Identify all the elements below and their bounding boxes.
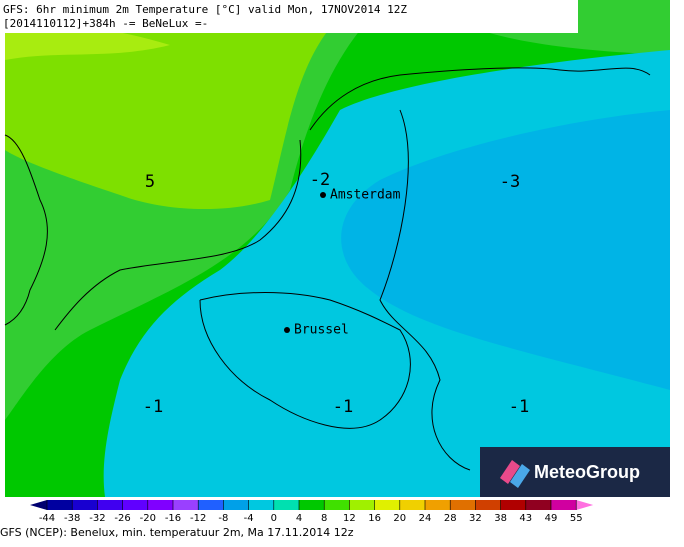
- logo-icon: [510, 464, 530, 488]
- colder-zone: [341, 110, 670, 390]
- colorbar-segment: [47, 500, 73, 510]
- colorbar-end: [576, 500, 594, 510]
- colorbar-tick-label: -16: [165, 513, 181, 524]
- colorbar-segment: [248, 500, 275, 510]
- colorbar-tick-label: 38: [494, 513, 507, 524]
- colorbar-segment: [349, 500, 376, 510]
- contour-label: -1: [143, 397, 163, 417]
- colorbar-tick-label: 20: [393, 513, 406, 524]
- colorbar-tick-label: -12: [190, 513, 206, 524]
- colorbar-tick-label: 43: [519, 513, 532, 524]
- colorbar-tick-label: 4: [296, 513, 302, 524]
- colorbar-tick-label: 8: [321, 513, 327, 524]
- colorbar-segment: [399, 500, 426, 510]
- colorbar-segment: [147, 500, 174, 510]
- colorbar-segment: [223, 500, 250, 510]
- colorbar-tick-label: 32: [469, 513, 482, 524]
- colorbar-segment: [551, 500, 577, 510]
- city-dot: [284, 327, 290, 333]
- contour-label: -1: [333, 397, 353, 417]
- colorbar-segment: [425, 500, 451, 510]
- contour-label: 5: [145, 172, 155, 192]
- colorbar-segment: [475, 500, 502, 510]
- colorbar-segment: [122, 500, 149, 510]
- colorbar-tick-label: 55: [570, 513, 583, 524]
- colorbar-segment: [500, 500, 527, 510]
- colorbar-end: [30, 500, 47, 510]
- contour-label: -3: [500, 172, 520, 192]
- colorbar-tick-label: 24: [419, 513, 432, 524]
- city-label: Brussel: [294, 323, 349, 338]
- colorbar-tick-label: -38: [64, 513, 80, 524]
- colorbar-segment: [198, 500, 224, 510]
- colorbar-tick-label: -32: [89, 513, 105, 524]
- colorbar-tick-label: 0: [271, 513, 277, 524]
- colorbar-tick-label: 49: [545, 513, 558, 524]
- colorbar-segment: [173, 500, 199, 510]
- colorbar-segment: [324, 500, 350, 510]
- city-dot: [320, 192, 326, 198]
- coastlines: [4, 67, 651, 471]
- colorbar-tick-label: -8: [218, 513, 228, 524]
- colorbar-segment: [525, 500, 552, 510]
- logo-text: MeteoGroup: [534, 462, 640, 482]
- colorbar-tick-label: -44: [39, 513, 55, 524]
- header-line: [2014110112]+384h -= BeNeLux =-: [3, 17, 208, 30]
- colorbar-segment: [450, 500, 476, 510]
- colorbar-segment: [72, 500, 98, 510]
- colorbar-tick-label: 12: [343, 513, 356, 524]
- colorbar-tick-label: -26: [114, 513, 130, 524]
- colorbar-segment: [273, 500, 300, 510]
- colorbar-tick-label: 28: [444, 513, 457, 524]
- colorbar-tick-label: 16: [368, 513, 381, 524]
- contour-label: -1: [509, 397, 529, 417]
- colorbar-segment: [299, 500, 325, 510]
- colorbar-segment: [97, 500, 124, 510]
- colorbar-tick-label: -4: [244, 513, 254, 524]
- colorbar-segment: [374, 500, 401, 510]
- logo-icon: [500, 460, 520, 484]
- header-box: [0, 0, 578, 33]
- contour-label: -2: [310, 170, 330, 190]
- city-label: Amsterdam: [330, 188, 401, 203]
- header-line: GFS: 6hr minimum 2m Temperature [°C] val…: [3, 3, 407, 16]
- footer: GFS (NCEP): Benelux, min. temperatuur 2m…: [0, 526, 354, 539]
- colorbar-tick-label: -20: [140, 513, 156, 524]
